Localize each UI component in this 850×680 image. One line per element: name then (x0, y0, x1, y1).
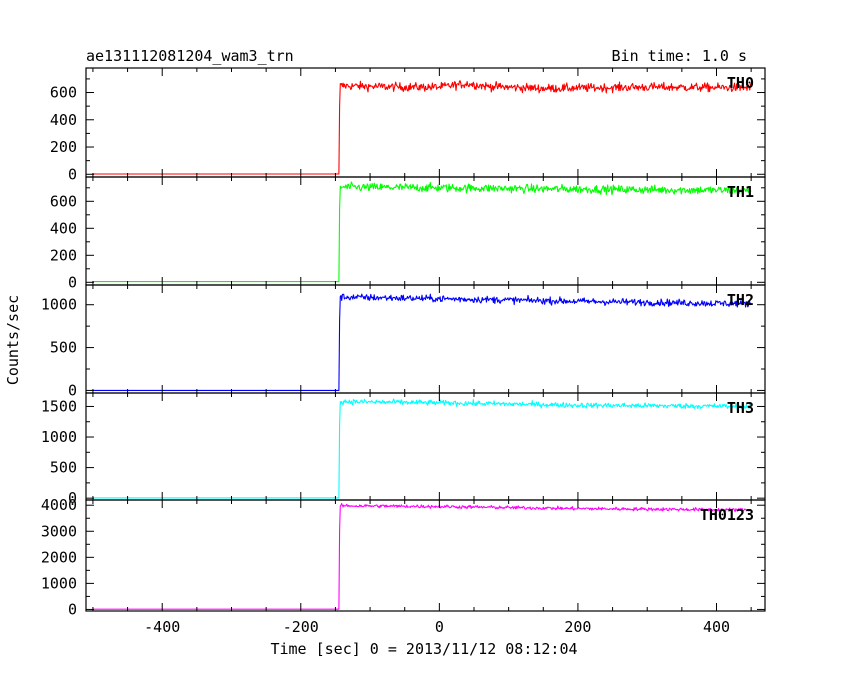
y-tick-label: 600 (50, 192, 77, 210)
y-tick-label: 1000 (41, 574, 77, 592)
y-tick-label: 1000 (41, 428, 77, 446)
y-tick-label: 200 (50, 138, 77, 156)
series-line-th0 (92, 80, 752, 175)
panel-th0: 0 200 400 600 TH0 (50, 67, 766, 183)
series-label-th0: TH0 (727, 74, 754, 92)
x-axis-label: Time [sec] 0 = 2013/11/12 08:12:04 (270, 640, 577, 658)
y-tick-label: 200 (50, 246, 77, 264)
y-tick-label: 0 (68, 273, 77, 291)
y-tick-label: 500 (50, 459, 77, 477)
y-tick-label: 1000 (41, 296, 77, 314)
x-tick-label: -200 (283, 618, 319, 636)
y-tick-label: 0 (68, 489, 77, 507)
x-tick-label: 0 (435, 618, 444, 636)
series-line-th0123 (92, 502, 752, 610)
y-tick-label: 400 (50, 111, 77, 129)
panel-th3: 0 500 1000 1500 TH3 (41, 392, 766, 507)
series-label-th1: TH1 (727, 183, 754, 201)
y-tick-label: 0 (68, 381, 77, 399)
chart-panels: 0 200 400 600 TH0 0 200 400 600 TH1 0 500 1000 TH2 0 50… (41, 67, 766, 636)
y-axis-label: Counts/sec (4, 295, 22, 385)
panel-frame (85, 284, 766, 394)
panel-th2: 0 500 1000 TH2 (41, 284, 766, 399)
y-tick-label: 0 (68, 165, 77, 183)
panel-frame (85, 499, 766, 612)
panel-frame (85, 176, 766, 286)
series-label-th0123: TH0123 (700, 506, 754, 524)
series-line-th2 (92, 293, 752, 391)
panel-th1: 0 200 400 600 TH1 (50, 176, 766, 291)
x-tick-label: 200 (564, 618, 591, 636)
y-tick-label: 3000 (41, 522, 77, 540)
panel-frame (85, 392, 766, 501)
series-line-th3 (92, 398, 752, 499)
series-line-th1 (92, 181, 752, 283)
series-label-th3: TH3 (727, 399, 754, 417)
x-tick-label: -400 (144, 618, 180, 636)
y-tick-label: 0 (68, 600, 77, 618)
chart-title: ae131112081204_wam3_trn (86, 47, 294, 65)
y-tick-label: 600 (50, 84, 77, 102)
y-tick-label: 4000 (41, 496, 77, 514)
y-tick-label: 400 (50, 219, 77, 237)
y-tick-label: 2000 (41, 548, 77, 566)
panel-th0123: 0 1000 2000 3000 4000 TH0123 (41, 496, 766, 618)
x-tick-label: 400 (703, 618, 730, 636)
series-label-th2: TH2 (727, 291, 754, 309)
bin-time-label: Bin time: 1.0 s (612, 47, 747, 65)
y-tick-label: 500 (50, 339, 77, 357)
y-tick-label: 1500 (41, 397, 77, 415)
